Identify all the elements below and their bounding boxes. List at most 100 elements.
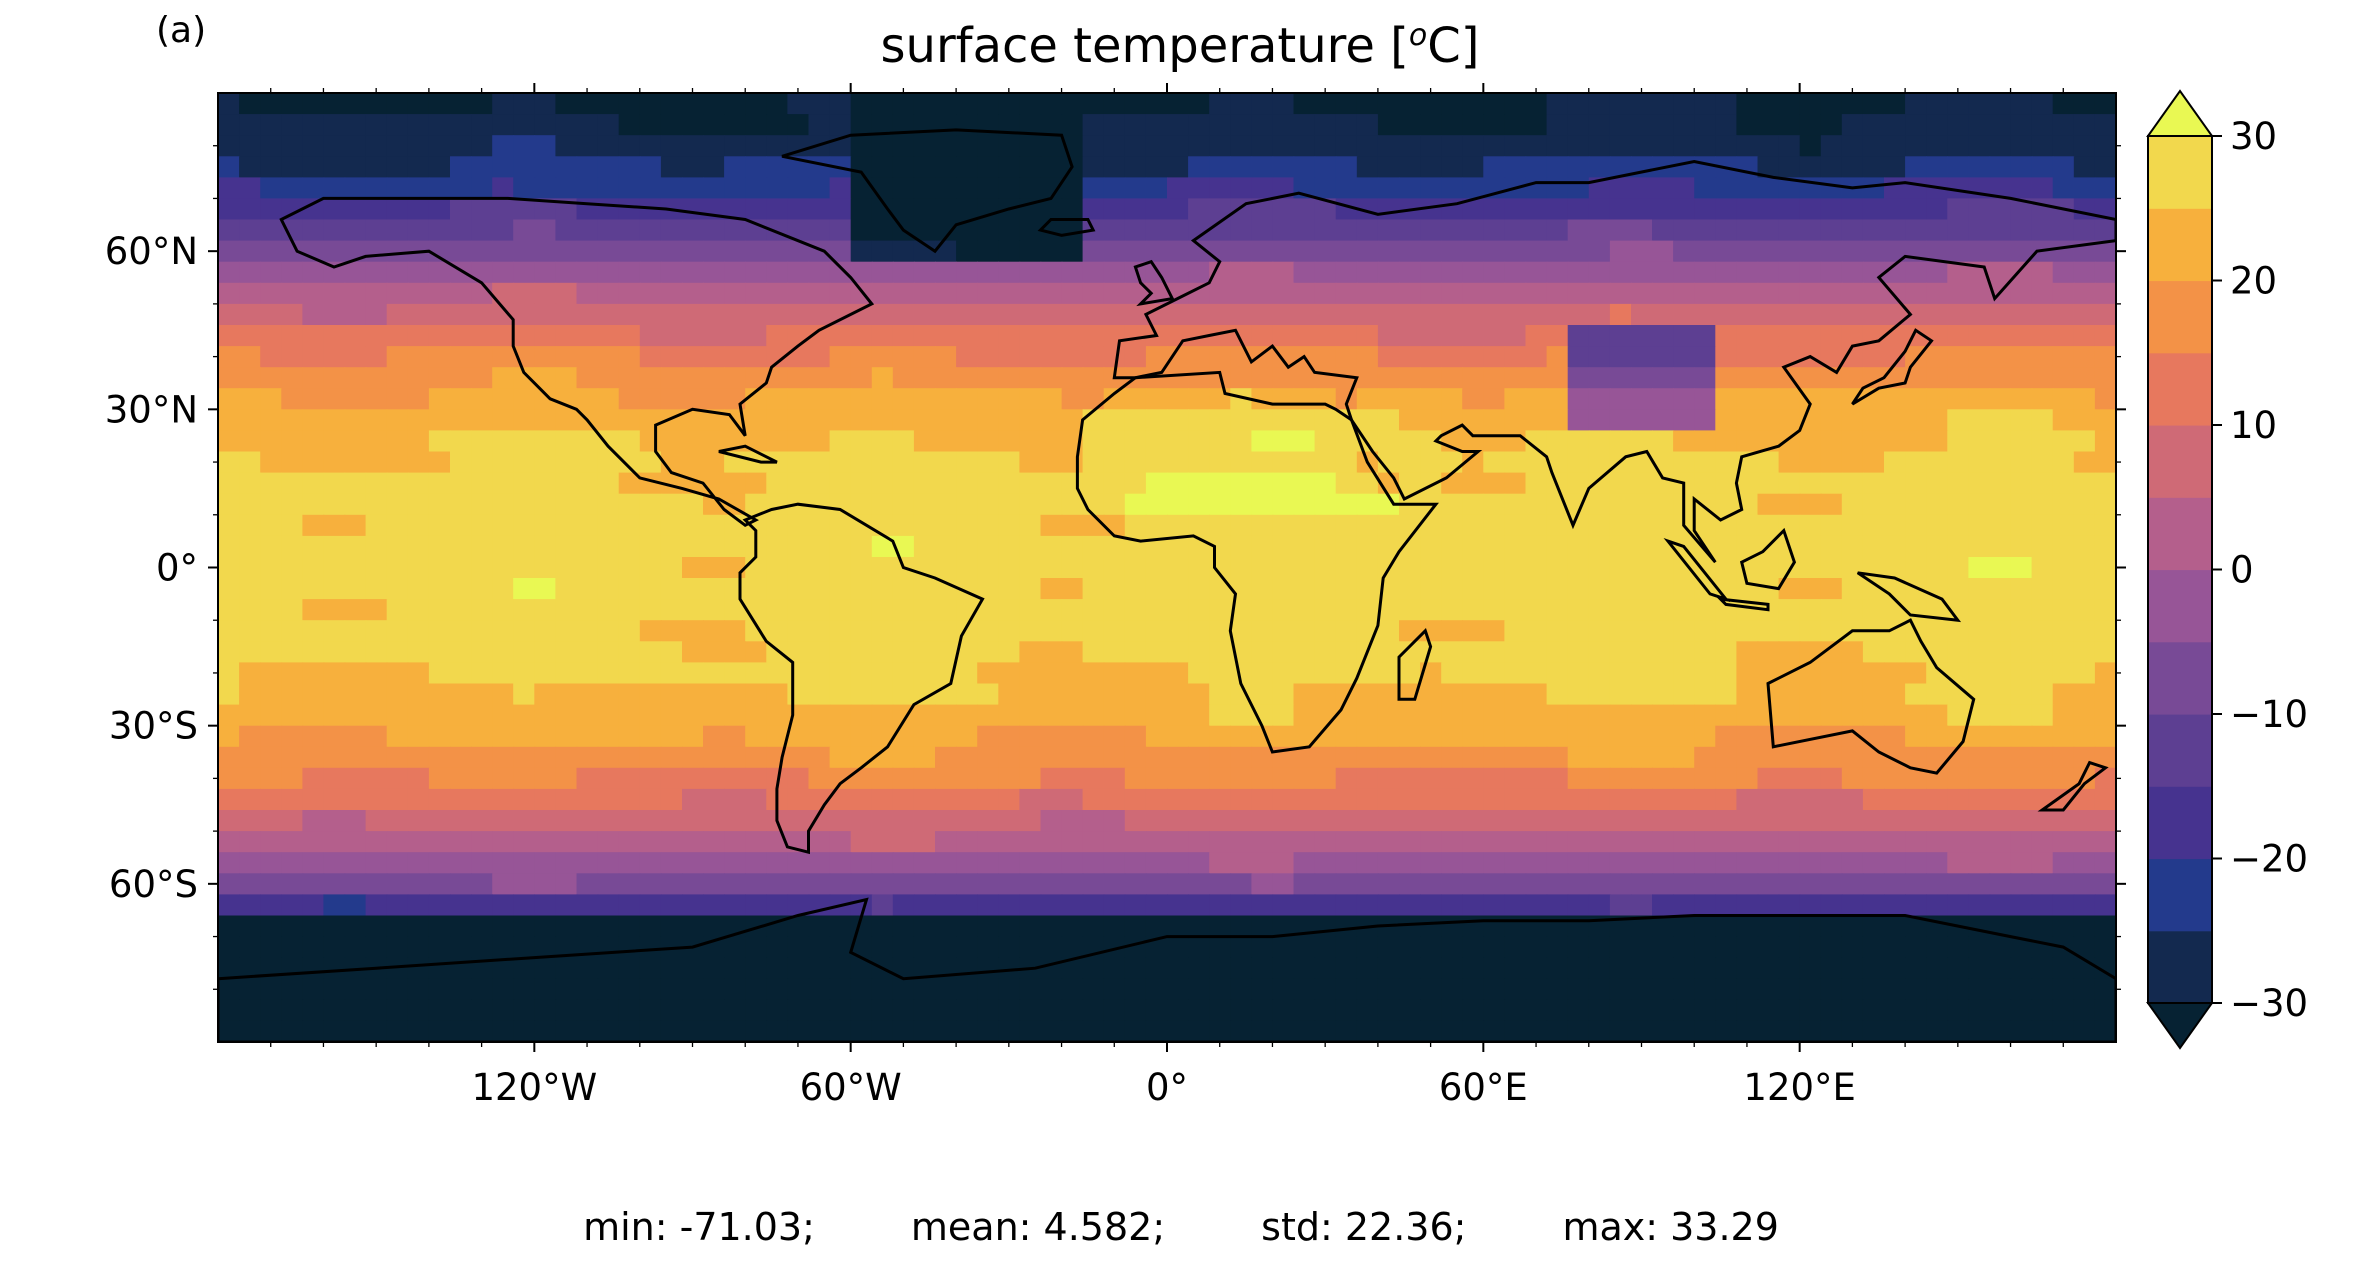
field-cell — [871, 852, 894, 875]
field-cell — [2073, 704, 2096, 727]
coastline-iceland — [1037, 218, 1096, 237]
field-cell — [618, 894, 641, 917]
field-cell — [1019, 788, 1042, 811]
field-cell — [892, 978, 915, 1001]
field-cell — [1019, 746, 1042, 769]
field-cell — [956, 388, 978, 411]
field-cell — [407, 978, 430, 1001]
field-cell — [618, 472, 641, 495]
field-cell — [218, 831, 240, 853]
field-cell — [281, 557, 304, 579]
field-cell — [1799, 915, 1822, 938]
field-cell — [850, 156, 873, 179]
field-cell — [1441, 493, 1464, 516]
field-cell — [534, 915, 557, 938]
field-cell — [1462, 114, 1485, 136]
field-cell — [1251, 156, 1274, 179]
field-cell — [365, 704, 388, 727]
field-cell — [407, 114, 430, 136]
field-cell — [1483, 535, 1506, 558]
field-cell — [1652, 557, 1674, 579]
field-cell — [2052, 578, 2075, 600]
field-cell — [1293, 240, 1316, 263]
field-cell — [1694, 767, 1717, 790]
field-cell — [2010, 240, 2033, 263]
field-cell — [302, 557, 325, 579]
field-cell — [576, 198, 599, 221]
field-cell — [2052, 999, 2075, 1022]
field-cell — [1694, 810, 1717, 832]
field-cell — [1124, 557, 1147, 579]
field-cell — [892, 114, 915, 136]
field-cell — [1799, 303, 1822, 326]
field-cell — [597, 978, 620, 1001]
field-cell — [2073, 788, 2096, 811]
field-cell — [471, 303, 493, 326]
field-cell — [977, 346, 1000, 368]
field-cell — [1631, 240, 1653, 263]
field-cell — [260, 978, 283, 1001]
field-cell — [977, 282, 1000, 305]
field-cell — [1504, 93, 1527, 115]
field-cell — [1040, 746, 1063, 769]
field-cell — [1399, 135, 1421, 158]
field-cell — [956, 156, 978, 179]
field-cell — [766, 873, 789, 896]
field-cell — [1778, 578, 1801, 600]
field-cell — [1905, 936, 1927, 959]
field-cell — [513, 894, 536, 917]
field-cell — [1504, 662, 1527, 685]
field-cell — [871, 873, 894, 896]
field-cell — [1103, 325, 1126, 347]
field-cell — [1926, 493, 1949, 516]
field-cell — [386, 303, 409, 326]
field-cell — [2010, 683, 2033, 706]
field-cell — [1335, 514, 1358, 537]
field-cell — [1420, 999, 1442, 1022]
field-cell — [2010, 219, 2033, 242]
field-cell — [1356, 114, 1379, 136]
field-cell — [1188, 514, 1210, 537]
field-cell — [1884, 156, 1906, 179]
field-cell — [1757, 240, 1780, 263]
field-cell — [1546, 346, 1569, 368]
field-cell — [513, 831, 536, 853]
field-cell — [977, 430, 1000, 453]
field-cell — [1145, 346, 1168, 368]
field-cell — [1377, 177, 1400, 200]
field-cell — [1631, 725, 1653, 748]
colorbar-band — [2148, 858, 2212, 932]
field-cell — [428, 219, 451, 242]
field-cell — [808, 472, 831, 495]
field-cell — [1314, 472, 1337, 495]
field-cell — [1441, 219, 1464, 242]
field-cell — [1525, 156, 1548, 179]
field-cell — [871, 388, 894, 411]
field-cell — [1862, 346, 1885, 368]
field-cell — [998, 346, 1021, 368]
field-cell — [1061, 704, 1084, 727]
field-cell — [1652, 578, 1674, 600]
field-cell — [998, 240, 1021, 263]
field-cell — [302, 346, 325, 368]
field-cell — [1609, 936, 1632, 959]
field-cell — [1968, 156, 1991, 179]
field-cell — [1188, 578, 1210, 600]
field-cell — [1841, 282, 1864, 305]
field-cell — [1504, 788, 1527, 811]
field-cell — [1989, 114, 2012, 136]
field-cell — [1673, 93, 1695, 115]
field-cell — [639, 367, 662, 390]
field-cell — [1546, 599, 1569, 621]
field-cell — [1989, 704, 2012, 727]
field-cell — [281, 451, 304, 474]
field-cell — [1314, 514, 1337, 537]
field-cell — [1420, 535, 1442, 558]
field-cell — [935, 746, 957, 769]
field-cell — [829, 409, 852, 432]
field-cell — [871, 704, 894, 727]
field-cell — [1462, 1020, 1485, 1042]
field-cell — [2073, 451, 2096, 474]
field-cell — [1652, 852, 1674, 875]
field-cell — [1019, 493, 1042, 516]
